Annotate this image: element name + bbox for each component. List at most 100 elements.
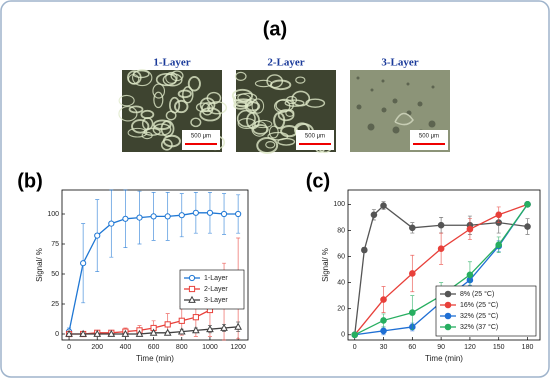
x-tick-label: 800 [176,344,188,351]
image-title: 1-Layer [153,57,190,69]
marker [361,246,368,254]
marker [380,296,387,303]
marker [409,270,416,277]
marker [192,314,199,321]
panel-label: (b) [17,170,43,192]
pore [356,104,362,110]
cell [162,134,181,148]
cell [187,75,201,92]
y-tick-label: 20 [337,306,345,313]
marker [188,274,196,282]
cell [199,107,222,122]
marker [206,209,214,216]
marker [188,295,196,303]
marker [524,223,531,230]
cell [237,92,258,103]
cell [131,119,150,134]
cell [118,105,138,122]
plot-frame [61,189,249,341]
marker [444,323,452,331]
y-tick-label: 0 [55,331,59,338]
marker [149,328,158,336]
cell [267,131,289,141]
pore [392,126,400,134]
panel-label: (c) [306,170,330,192]
marker [192,209,199,216]
cell [275,98,294,113]
cell [152,123,172,136]
cell [153,91,164,109]
pore [381,107,387,113]
legend-label: 16% (25 °C) [460,301,498,309]
marker [370,211,378,219]
cell [295,76,306,84]
marker [466,225,474,233]
y-tick-label: 0 [341,332,345,339]
marker [178,317,185,324]
y-tick-label: 75 [51,241,59,248]
cell [182,86,194,104]
marker [444,312,452,320]
cell [265,141,276,149]
pore [431,85,435,89]
marker [163,328,172,336]
marker [495,211,503,219]
x-tick-label: 120 [464,344,476,351]
cell [234,71,247,81]
cell [165,71,178,84]
x-tick-label: 150 [493,344,505,351]
marker [466,271,474,279]
x-tick-label: 90 [437,344,445,351]
marker [94,232,101,239]
marker [220,210,228,218]
legend-label: 3-Layer [204,297,228,304]
marker [351,331,359,339]
x-axis-label: Time (min) [425,354,463,363]
x-tick-label: 180 [522,344,534,351]
cell [266,74,284,89]
cell [285,109,295,117]
marker [188,285,196,293]
marker [437,221,445,229]
marker [380,317,387,324]
marker [192,326,200,334]
marker [380,327,387,335]
cell [155,72,178,87]
cell [256,136,279,155]
cell [254,79,273,88]
y-tick-label: 40 [337,279,345,286]
x-tick-label: 1200 [230,344,246,351]
marker [524,201,531,208]
cell [284,99,305,107]
cell [127,74,140,85]
pore [381,79,385,83]
cell [190,117,202,128]
marker [380,202,387,209]
marker [409,309,416,316]
x-tick-label: 0 [353,344,357,351]
legend-label: 8% (25 °C) [460,290,494,298]
marker [135,329,144,337]
pore [356,76,360,80]
marker [79,329,87,337]
y-axis-label: Signal/ % [321,248,330,282]
marker [178,212,185,219]
cell [140,109,155,120]
image-title: 2-Layer [267,57,304,69]
marker [234,322,242,330]
cell [160,138,173,151]
cell [233,98,254,108]
pore [406,82,410,86]
x-tick-label: 60 [408,344,416,351]
pore [367,123,375,131]
marker [177,327,186,335]
cell [252,124,269,135]
cell [169,96,181,114]
x-tick-label: 200 [91,344,103,351]
marker [437,245,445,252]
y-tick-label: 80 [337,227,345,234]
pore [417,101,423,107]
marker [136,214,143,221]
x-axis-label: Time (min) [136,354,174,363]
marker [409,224,416,232]
